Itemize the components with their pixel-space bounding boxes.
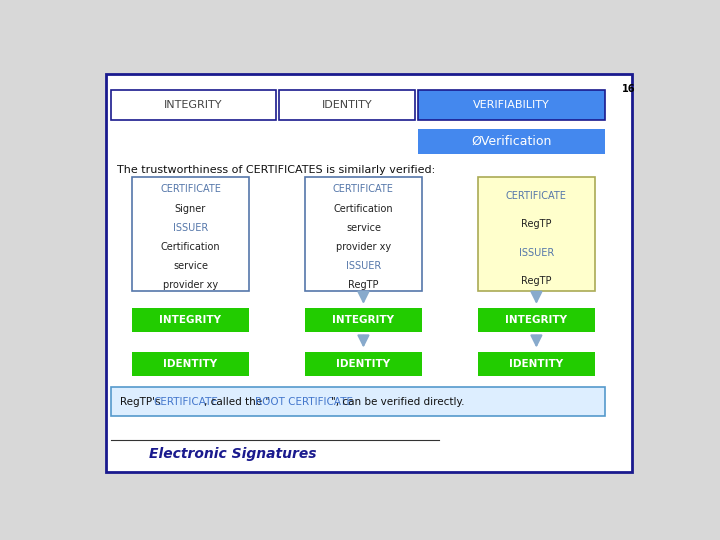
Text: The trustworthiness of CERTIFICATES is similarly verified:: The trustworthiness of CERTIFICATES is s… <box>117 165 435 174</box>
Text: Certification: Certification <box>333 204 393 213</box>
Text: IDENTITY: IDENTITY <box>322 100 372 110</box>
Bar <box>418 90 605 120</box>
Text: VERIFIABILITY: VERIFIABILITY <box>473 100 550 110</box>
Text: Electronic Signatures: Electronic Signatures <box>148 448 316 461</box>
Text: , called the ": , called the " <box>204 396 270 407</box>
Text: RegTP: RegTP <box>348 280 379 290</box>
Text: INTEGRITY: INTEGRITY <box>333 315 395 325</box>
Bar <box>478 177 595 292</box>
Text: Signer: Signer <box>175 204 206 213</box>
Text: CERTIFICATE: CERTIFICATE <box>506 191 567 201</box>
Bar <box>305 308 422 332</box>
Text: ", can be verified directly.: ", can be verified directly. <box>331 396 464 407</box>
Bar <box>132 177 249 292</box>
Text: IDENTITY: IDENTITY <box>509 359 564 369</box>
Text: IDENTITY: IDENTITY <box>163 359 217 369</box>
Text: RegTP: RegTP <box>521 219 552 230</box>
Bar <box>132 308 249 332</box>
Text: INTEGRITY: INTEGRITY <box>159 315 222 325</box>
Text: ISSUER: ISSUER <box>346 261 381 271</box>
Text: CERTIFICATE: CERTIFICATE <box>160 185 221 194</box>
Bar <box>478 352 595 376</box>
Bar <box>478 308 595 332</box>
Text: IDENTITY: IDENTITY <box>336 359 390 369</box>
Text: CERTIFICATE: CERTIFICATE <box>333 185 394 194</box>
Bar <box>111 90 276 120</box>
Bar <box>279 90 415 120</box>
Text: provider xy: provider xy <box>163 280 218 290</box>
Bar <box>305 177 422 292</box>
Bar <box>418 129 605 154</box>
Bar <box>111 387 605 416</box>
Text: ISSUER: ISSUER <box>173 222 208 233</box>
Text: RegTP: RegTP <box>521 276 552 286</box>
Text: ISSUER: ISSUER <box>519 248 554 258</box>
Text: Certification: Certification <box>161 241 220 252</box>
Text: INTEGRITY: INTEGRITY <box>505 315 567 325</box>
Text: RegTP's: RegTP's <box>120 396 163 407</box>
Text: service: service <box>173 261 208 271</box>
Text: service: service <box>346 222 381 233</box>
Text: 16: 16 <box>622 84 635 94</box>
Text: CERTIFICATE: CERTIFICATE <box>153 396 218 407</box>
Bar <box>132 352 249 376</box>
Text: ØVerification: ØVerification <box>472 135 552 148</box>
Text: ROOT CERTIFICATE: ROOT CERTIFICATE <box>255 396 353 407</box>
Text: INTEGRITY: INTEGRITY <box>164 100 222 110</box>
Text: provider xy: provider xy <box>336 241 391 252</box>
Bar <box>305 352 422 376</box>
